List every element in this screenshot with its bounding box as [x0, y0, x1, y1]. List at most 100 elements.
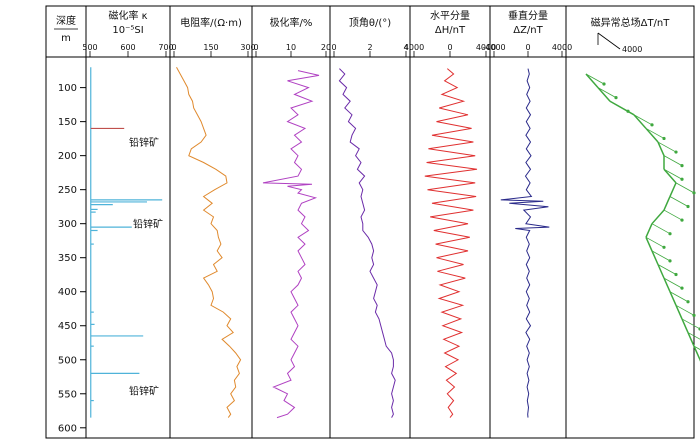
total-field-trace: [651, 250, 659, 265]
total-field-vector-head: [680, 218, 684, 222]
total-field-vector: [633, 114, 653, 126]
total-field-trace: [645, 223, 653, 238]
total-field-vector: [675, 304, 695, 316]
chargeability-scale-label: 20: [321, 43, 331, 52]
total-field-vector-head: [650, 123, 654, 127]
resistivity-title: 电阻率/(Ω·m): [180, 16, 242, 29]
total-field-vector: [669, 196, 689, 207]
resistivity-scale-label: 300: [240, 43, 255, 52]
inclination-curve: [338, 68, 396, 418]
total-field-vector-head: [686, 204, 690, 209]
total-field-trace: [597, 87, 611, 102]
total-field-trace: [669, 182, 677, 197]
total-field-trace: [663, 277, 671, 293]
total-field-title: 磁异常总场ΔT/nT: [591, 16, 671, 29]
total-field-trace: [681, 318, 689, 333]
inclination-scale-label: 4: [403, 43, 408, 52]
chargeability-scale-label: 0: [253, 43, 258, 52]
depth-tick-label: 300: [58, 219, 77, 230]
total-field-vector: [651, 250, 671, 262]
vertical-title: 垂直分量: [508, 9, 548, 22]
depth-tick-label: 400: [58, 287, 77, 298]
depth-tick-label: 600: [58, 423, 77, 434]
vertical-curve: [500, 68, 550, 418]
vertical-scale-label: 4000: [552, 43, 572, 52]
total-field-trace: [675, 305, 683, 320]
total-field-trace: [657, 141, 665, 156]
total-field-vector: [681, 318, 700, 330]
total-field-vector: [663, 209, 683, 221]
susceptibility-unit: 10⁻⁵SI: [112, 25, 143, 36]
total-field-vector-head: [692, 313, 696, 317]
total-field-vector: [687, 332, 700, 340]
total-field-scale-arrow: [597, 32, 621, 50]
total-field-vector-head: [602, 82, 606, 86]
total-field-vector: [597, 87, 617, 98]
total-field-vector-head: [662, 136, 666, 141]
susceptibility-scale-label: 600: [120, 43, 135, 52]
total-field-vector: [663, 277, 683, 289]
total-field-vector-head: [668, 259, 672, 263]
total-field-vector: [645, 128, 665, 139]
inclination-scale-label: 2: [367, 43, 372, 52]
total-field-vector-head: [686, 300, 690, 304]
total-field-trace: [609, 100, 635, 116]
depth-axis-unit: m: [61, 33, 71, 44]
track-curves: [90, 66, 700, 419]
horizontal-unit: ΔH/nT: [435, 25, 466, 36]
total-field-trace: [663, 196, 671, 211]
horizontal-curve: [424, 68, 478, 418]
susceptibility-scale-label: 500: [82, 43, 97, 52]
depth-axis-label: 深度: [56, 14, 76, 27]
susceptibility-scale-label: 700: [158, 43, 173, 52]
horizontal-scale-label: 0: [447, 43, 452, 52]
total-field-vector-head: [668, 232, 672, 236]
total-field-trace: [645, 127, 659, 143]
total-field-vector: [657, 141, 677, 153]
depth-tick-label: 200: [58, 151, 77, 162]
total-field-vector: [663, 155, 683, 167]
horizontal-scale-label: 4000: [476, 43, 496, 52]
depth-tick-label: 550: [58, 389, 77, 400]
chargeability-title: 极化率/%: [270, 16, 313, 29]
depth-tick-label: 250: [58, 185, 77, 196]
total-field-trace: [663, 168, 677, 184]
total-field-vector-head: [680, 286, 684, 290]
total-field-scale-label: 4000: [622, 45, 642, 54]
total-field-trace: [585, 73, 599, 89]
total-field-vector-head: [674, 272, 678, 277]
total-field-trace: [651, 209, 665, 225]
total-field-vector-head: [674, 150, 678, 154]
chargeability-curve: [262, 70, 320, 419]
total-field-vector: [663, 168, 683, 180]
total-field-trace: [645, 236, 653, 252]
total-field-vector: [693, 345, 700, 350]
outer-border: [45, 5, 695, 439]
depth-tick-label: 100: [58, 83, 77, 94]
total-field-vector: [675, 182, 695, 194]
chargeability-scale-label: 10: [286, 43, 296, 52]
track-headers: 深度 m 磁化率 κ 10⁻⁵SI 500 600 700 电阻率/(Ω·m) 0 150 300 极…: [54, 9, 670, 57]
total-field-vector-head: [662, 245, 666, 249]
inclination-scale-label: 0: [331, 43, 336, 52]
total-field-vector-head: [614, 96, 618, 100]
ore-zone-label: 铅锌矿: [129, 136, 159, 149]
vertical-unit: ΔZ/nT: [513, 25, 543, 36]
horizontal-title: 水平分量: [430, 10, 470, 22]
total-field-vector: [585, 73, 605, 85]
resistivity-scale-label: 150: [203, 43, 218, 52]
depth-tick-label: 150: [58, 117, 77, 128]
total-field-trace: [657, 264, 665, 279]
total-field-trace: [693, 345, 700, 361]
total-field-vector-head: [692, 191, 696, 195]
total-field-trace: [669, 291, 677, 306]
depth-tick-label: 350: [58, 253, 77, 264]
vertical-scale-label: 0: [525, 43, 530, 52]
ore-zone-label: 铅锌矿: [129, 384, 159, 397]
total-field-vector: [645, 236, 665, 248]
total-field-trace: [687, 332, 695, 347]
depth-tick-label: 500: [58, 355, 77, 366]
